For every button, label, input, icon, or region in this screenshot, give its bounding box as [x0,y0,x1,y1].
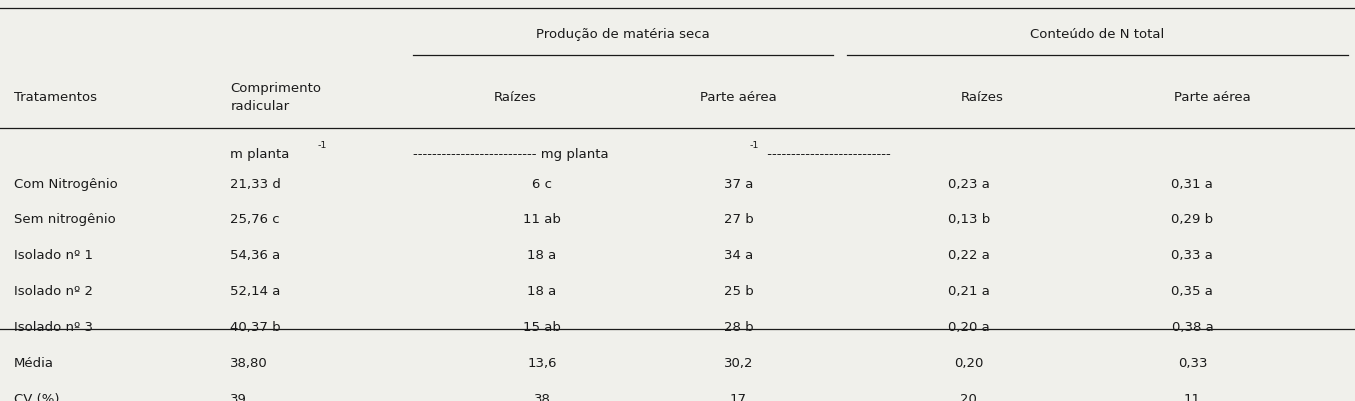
Text: 0,35 a: 0,35 a [1172,285,1213,298]
Text: 15 ab: 15 ab [523,321,561,334]
Text: 0,33: 0,33 [1177,357,1207,370]
Text: 18 a: 18 a [527,285,557,298]
Text: 0,29 b: 0,29 b [1171,213,1214,227]
Text: 0,13 b: 0,13 b [947,213,991,227]
Text: 28 b: 28 b [724,321,753,334]
Text: Raízes: Raízes [961,91,1004,104]
Text: 17: 17 [730,393,747,401]
Text: Isolado nº 3: Isolado nº 3 [14,321,92,334]
Text: 0,20: 0,20 [954,357,984,370]
Text: Produção de matéria seca: Produção de matéria seca [537,28,710,41]
Text: 21,33 d: 21,33 d [230,178,282,190]
Text: 0,31 a: 0,31 a [1172,178,1213,190]
Text: 54,36 a: 54,36 a [230,249,280,262]
Text: Raízes: Raízes [493,91,537,104]
Text: 39: 39 [230,393,247,401]
Text: Parte aérea: Parte aérea [701,91,776,104]
Text: -------------------------- mg planta: -------------------------- mg planta [413,148,608,161]
Text: 0,38 a: 0,38 a [1172,321,1213,334]
Text: Isolado nº 1: Isolado nº 1 [14,249,92,262]
Text: 25,76 c: 25,76 c [230,213,280,227]
Text: 25 b: 25 b [724,285,753,298]
Text: 40,37 b: 40,37 b [230,321,280,334]
Text: 0,20 a: 0,20 a [948,321,989,334]
Text: 52,14 a: 52,14 a [230,285,280,298]
Text: Comprimento
radicular: Comprimento radicular [230,82,321,113]
Text: Média: Média [14,357,54,370]
Text: CV (%): CV (%) [14,393,60,401]
Text: 34 a: 34 a [724,249,753,262]
Text: 6 c: 6 c [533,178,551,190]
Text: 11 ab: 11 ab [523,213,561,227]
Text: -1: -1 [749,140,759,150]
Text: --------------------------: -------------------------- [763,148,890,161]
Text: Sem nitrogênio: Sem nitrogênio [14,213,115,227]
Text: 30,2: 30,2 [724,357,753,370]
Text: 0,22 a: 0,22 a [948,249,989,262]
Text: 0,21 a: 0,21 a [948,285,989,298]
Text: 18 a: 18 a [527,249,557,262]
Text: 27 b: 27 b [724,213,753,227]
Text: Parte aérea: Parte aérea [1175,91,1251,104]
Text: -1: -1 [317,140,327,150]
Text: Isolado nº 2: Isolado nº 2 [14,285,92,298]
Text: 38: 38 [534,393,550,401]
Text: Tratamentos: Tratamentos [14,91,96,104]
Text: 20: 20 [961,393,977,401]
Text: Com Nitrogênio: Com Nitrogênio [14,178,118,190]
Text: 0,23 a: 0,23 a [948,178,989,190]
Text: Conteúdo de N total: Conteúdo de N total [1030,28,1165,41]
Text: 37 a: 37 a [724,178,753,190]
Text: 13,6: 13,6 [527,357,557,370]
Text: m planta: m planta [230,148,290,161]
Text: 11: 11 [1184,393,1201,401]
Text: 0,33 a: 0,33 a [1172,249,1213,262]
Text: 38,80: 38,80 [230,357,268,370]
